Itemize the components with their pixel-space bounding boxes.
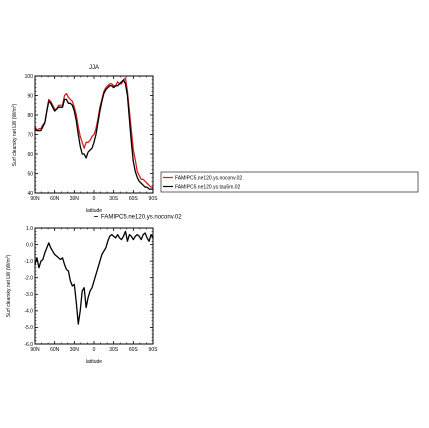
x-tick-label: 60S bbox=[129, 347, 139, 353]
x-tick-label: 60N bbox=[50, 347, 60, 353]
x-tick-label: 0 bbox=[93, 196, 96, 202]
top-chart-series bbox=[34, 77, 153, 190]
y-tick-label: 1.0 bbox=[26, 226, 33, 232]
y-tick-label: 80 bbox=[27, 113, 33, 119]
y-axis-label: Surf clearsky net LW (W/m2) bbox=[5, 254, 12, 317]
x-tick-label: 30S bbox=[109, 196, 119, 202]
top-chart-ticks: 90N 60N 30N 0 30S 60S 90S 40 50 60 70 80 90 100 bbox=[25, 74, 158, 202]
x-tick-label: 90S bbox=[149, 196, 159, 202]
y-axis-label-end: ) bbox=[6, 254, 12, 256]
y-tick-label: 60 bbox=[27, 152, 33, 158]
bottom-chart-frame bbox=[34, 227, 154, 345]
x-tick-label: 60N bbox=[50, 196, 60, 202]
y-axis-label-end: ) bbox=[12, 103, 18, 105]
x-tick-label: 0 bbox=[93, 347, 96, 353]
y-axis-label-text: Surf clearsky net LW (W/m bbox=[6, 258, 12, 317]
x-axis-label: latitude bbox=[86, 208, 102, 214]
top-chart-frame bbox=[34, 75, 154, 194]
top-chart: JJA 90N 60N 30N 0 30S 60S 90S 40 50 60 70 80 90 100 l… bbox=[11, 65, 158, 214]
y-tick-label: 40 bbox=[27, 191, 33, 197]
bottom-chart-ticks: 90N 60N 30N 0 30S 60S 90S -6.0 -5.0 -4.0 -3.0 -2.0 -… bbox=[24, 226, 158, 353]
series-line-difference bbox=[34, 230, 154, 325]
x-axis-label: latitude bbox=[86, 359, 102, 365]
y-tick-label: -1.0 bbox=[24, 259, 33, 265]
series-line-tau5m bbox=[34, 79, 153, 190]
legend-frame bbox=[160, 171, 419, 193]
series-line-noconv bbox=[34, 77, 153, 188]
y-tick-label: 70 bbox=[27, 132, 33, 138]
x-tick-label: 30N bbox=[70, 196, 80, 202]
y-tick-label: -2.0 bbox=[24, 276, 33, 282]
bottom-legend-label: FAMIPC5.ne120.ys.noconv.02 bbox=[101, 215, 182, 221]
y-tick-label: -6.0 bbox=[24, 342, 33, 348]
y-axis-label-text: Surf clearsky net LW (W/m bbox=[12, 107, 18, 166]
y-tick-label: -5.0 bbox=[24, 325, 33, 331]
legend-label-noconv: FAMIPC5.ne120.ys.noconv.02 bbox=[175, 176, 242, 182]
x-tick-label: 90S bbox=[149, 347, 159, 353]
x-tick-label: 30S bbox=[109, 347, 119, 353]
chart-title: JJA bbox=[89, 65, 99, 71]
x-tick-label: 30N bbox=[70, 347, 80, 353]
y-axis-label: Surf clearsky net LW (W/m2) bbox=[11, 103, 18, 166]
x-tick-label: 60S bbox=[129, 196, 139, 202]
bottom-chart: FAMIPC5.ne120.ys.noconv.02 90N 60N 30N 0 30S… bbox=[5, 215, 182, 366]
x-tick-label: 90N bbox=[30, 347, 40, 353]
y-tick-label: -3.0 bbox=[24, 292, 33, 298]
legend-label-tau5m: FAMIPC5.ne120.ys.tau5m.02 bbox=[175, 185, 241, 191]
y-axis-label-sup: 2 bbox=[11, 105, 15, 107]
legend: FAMIPC5.ne120.ys.noconv.02 FAMIPC5.ne120… bbox=[160, 171, 419, 193]
bottom-chart-series bbox=[34, 230, 154, 325]
y-tick-label: 90 bbox=[27, 93, 33, 99]
x-tick-label: 90N bbox=[30, 196, 40, 202]
y-tick-label: -4.0 bbox=[24, 309, 33, 315]
y-tick-label: 50 bbox=[27, 171, 33, 177]
y-tick-label: 0.0 bbox=[26, 242, 33, 248]
y-tick-label: 100 bbox=[25, 74, 34, 80]
y-axis-label-sup: 2 bbox=[5, 256, 9, 258]
